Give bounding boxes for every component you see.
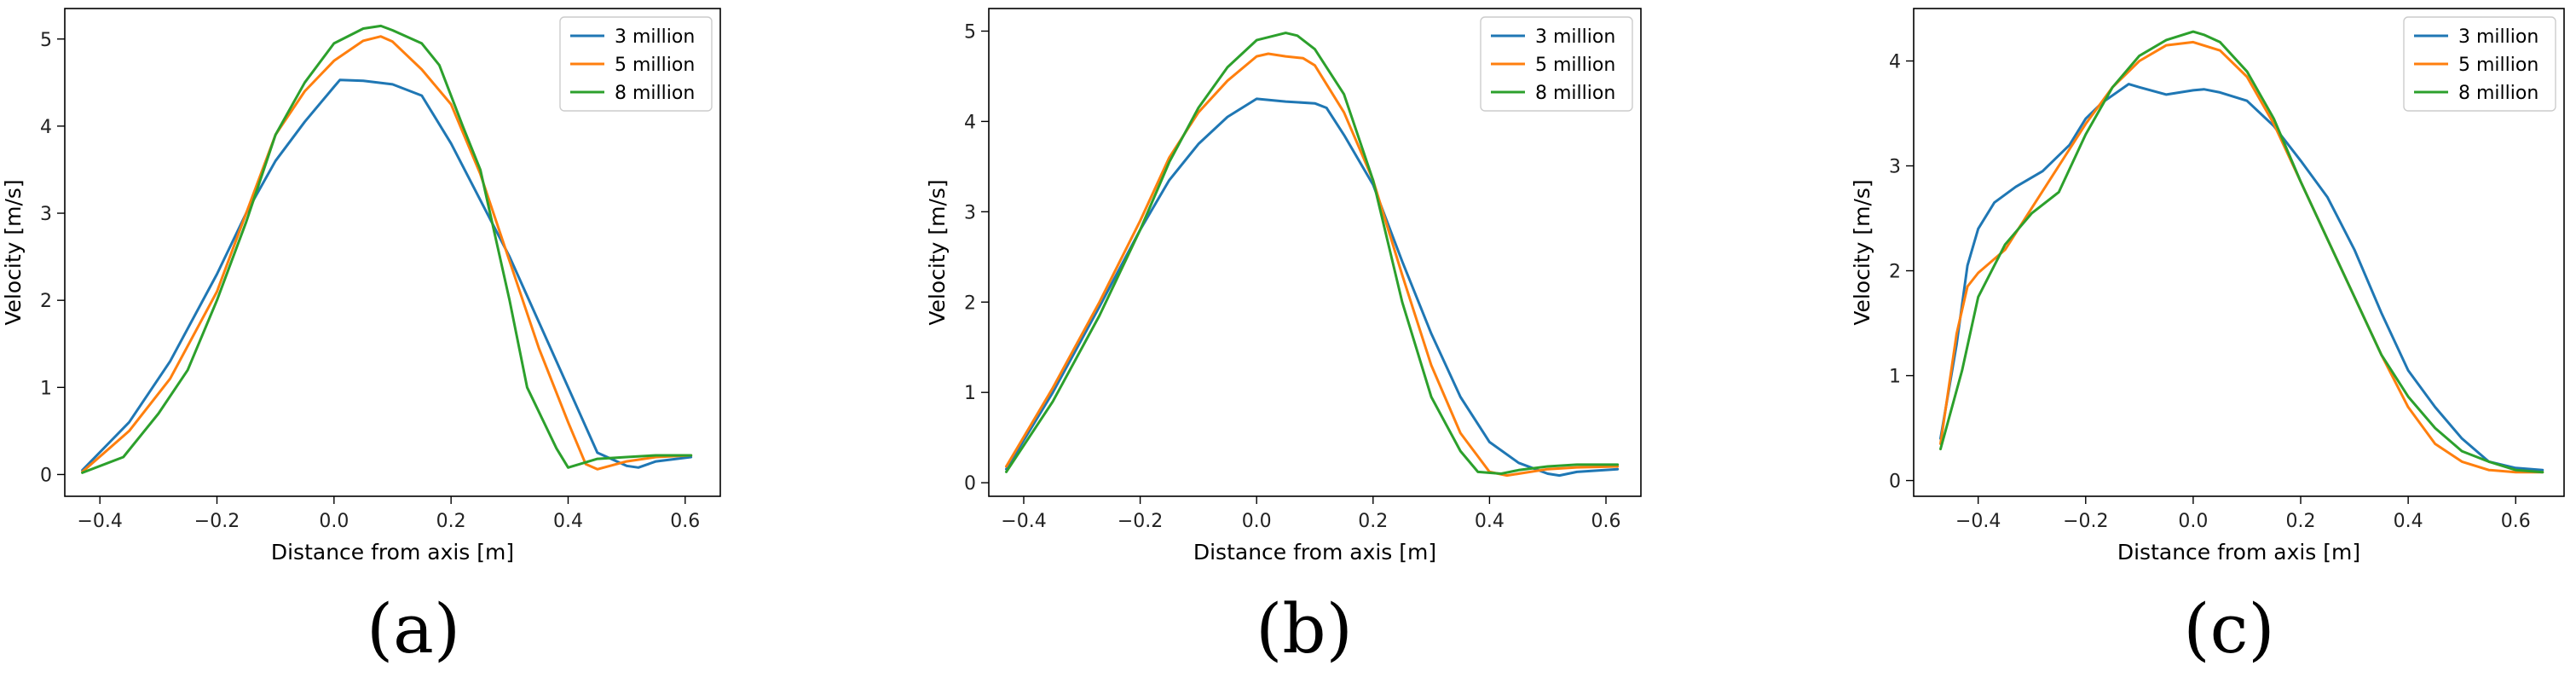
legend-label: 8 million <box>2458 83 2538 104</box>
y-tick-label: 0 <box>964 473 976 495</box>
legend: 3 million 5 million 8 million <box>2403 16 2556 112</box>
x-tick-label: −0.2 <box>2063 511 2108 532</box>
y-tick-label: 2 <box>40 291 52 312</box>
legend: 3 million 5 million 8 million <box>559 16 713 112</box>
x-tick-label: 0.2 <box>1358 511 1388 532</box>
x-tick-label: 0.4 <box>553 511 583 532</box>
axes-frame <box>988 8 1642 497</box>
series-line-5-million <box>1005 52 1620 478</box>
x-tick-label: −0.2 <box>194 511 240 532</box>
legend-label: 5 million <box>1535 55 1615 76</box>
x-tick-label: 0.6 <box>1591 511 1621 532</box>
series-line-8-million <box>1939 30 2544 474</box>
panel-label: (c) <box>2183 589 2274 669</box>
x-axis-label: Distance from axis [m] <box>1193 540 1436 565</box>
x-tick-label: −0.2 <box>1118 511 1163 532</box>
y-tick-label: 5 <box>40 30 52 51</box>
legend-label: 5 million <box>615 55 695 76</box>
y-tick-label: 1 <box>964 383 976 404</box>
y-tick-label: 1 <box>1889 367 1901 388</box>
x-tick-label: 0.0 <box>319 511 349 532</box>
legend-label: 3 million <box>1535 26 1615 48</box>
chart-panel-c: −0.4 −0.2 0.0 0.2 0.4 0.6 0 1 2 3 4 Distance from a… <box>1850 8 2565 669</box>
x-axis-label: Distance from axis [m] <box>271 540 514 565</box>
series-line-3-million <box>1005 97 1620 478</box>
x-tick-label: −0.4 <box>1955 511 2001 532</box>
y-tick-label: 3 <box>40 204 52 225</box>
y-tick-label: 5 <box>964 21 976 43</box>
y-tick-label: 4 <box>1889 52 1901 73</box>
series-line-3-million <box>81 78 693 472</box>
x-tick-label: 0.4 <box>2394 511 2423 532</box>
legend-label: 3 million <box>615 26 695 48</box>
y-tick-label: 3 <box>964 202 976 223</box>
series-line-8-million <box>81 24 693 474</box>
y-tick-label: 0 <box>40 465 52 486</box>
y-axis-label: Velocity [m/s] <box>925 179 950 325</box>
x-tick-label: −0.4 <box>1001 511 1046 532</box>
legend-box <box>2403 16 2556 112</box>
chart-panel-b: −0.4 −0.2 0.0 0.2 0.4 0.6 0 1 2 3 4 5 Distance from … <box>925 8 1642 669</box>
axes-frame <box>64 8 721 497</box>
y-axis-label: Velocity [m/s] <box>1850 179 1874 325</box>
legend: 3 million 5 million 8 million <box>1480 16 1633 112</box>
series-line-3-million <box>1939 83 2544 472</box>
x-tick-label: 0.6 <box>2501 511 2531 532</box>
panel-label: (b) <box>1256 589 1353 669</box>
legend-label: 5 million <box>2458 55 2538 76</box>
x-tick-label: −0.4 <box>77 511 122 532</box>
legend-label: 8 million <box>615 83 695 104</box>
series-line-5-million <box>81 35 693 473</box>
x-tick-label: 0.2 <box>2286 511 2316 532</box>
chart-panel-a: −0.4 −0.2 0.0 0.2 0.4 0.6 0 1 2 3 4 5 Distance from … <box>1 8 721 669</box>
y-tick-label: 4 <box>40 117 52 138</box>
axes-frame <box>1913 8 2565 497</box>
x-tick-label: 0.2 <box>436 511 466 532</box>
legend-label: 3 million <box>2458 26 2538 48</box>
y-tick-label: 2 <box>1889 262 1901 283</box>
legend-label: 8 million <box>1535 83 1615 104</box>
series-line-5-million <box>1939 40 2544 474</box>
x-axis-label: Distance from axis [m] <box>2117 540 2360 565</box>
y-axis-label: Velocity [m/s] <box>1 179 26 325</box>
x-tick-label: 0.6 <box>670 511 700 532</box>
x-tick-label: 0.0 <box>2178 511 2208 532</box>
y-tick-label: 2 <box>964 292 976 314</box>
panel-label: (a) <box>367 589 460 669</box>
series-line-8-million <box>1005 32 1620 475</box>
legend-box <box>1480 16 1633 112</box>
y-tick-label: 4 <box>964 112 976 133</box>
y-tick-label: 1 <box>40 378 52 399</box>
legend-box <box>559 16 713 112</box>
x-tick-label: 0.4 <box>1475 511 1505 532</box>
y-tick-label: 3 <box>1889 157 1901 178</box>
y-tick-label: 0 <box>1889 472 1901 493</box>
x-tick-label: 0.0 <box>1242 511 1272 532</box>
